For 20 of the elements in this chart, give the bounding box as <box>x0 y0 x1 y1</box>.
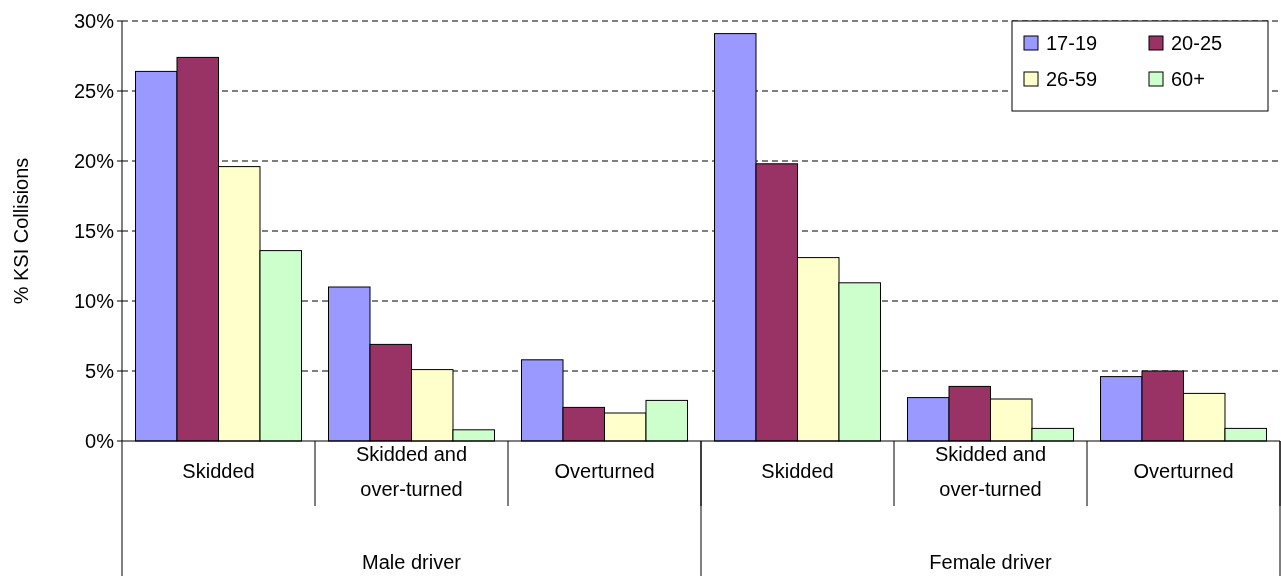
x-tick-label: Skidded and over-turned <box>355 443 468 500</box>
y-tick-label: 25% <box>73 80 115 102</box>
x-tick-label: Overturned <box>554 460 655 482</box>
y-tick-label: 20% <box>73 150 115 172</box>
y-tick-label: 10% <box>73 290 115 312</box>
y-tick-label: 15% <box>73 220 115 242</box>
x-tick-label: Skidded <box>761 460 834 482</box>
legend-label: 20-25 <box>1171 32 1223 54</box>
legend-label: 60+ <box>1171 68 1205 90</box>
legend-label: 17-19 <box>1046 32 1098 54</box>
legend-label: 26-59 <box>1046 68 1098 90</box>
y-axis-title: % KSI Collisions <box>10 157 32 305</box>
y-tick-label: 30% <box>73 10 115 32</box>
text: Male driver <box>362 551 462 573</box>
text: Female driver <box>929 551 1052 573</box>
y-tick-label: 5% <box>85 360 115 382</box>
x-tick-label: Skidded <box>182 460 255 482</box>
x-tick-label: Overturned <box>1133 460 1234 482</box>
y-tick-label: 0% <box>85 430 115 452</box>
x-tick-label: Skidded and over-turned <box>934 443 1047 500</box>
